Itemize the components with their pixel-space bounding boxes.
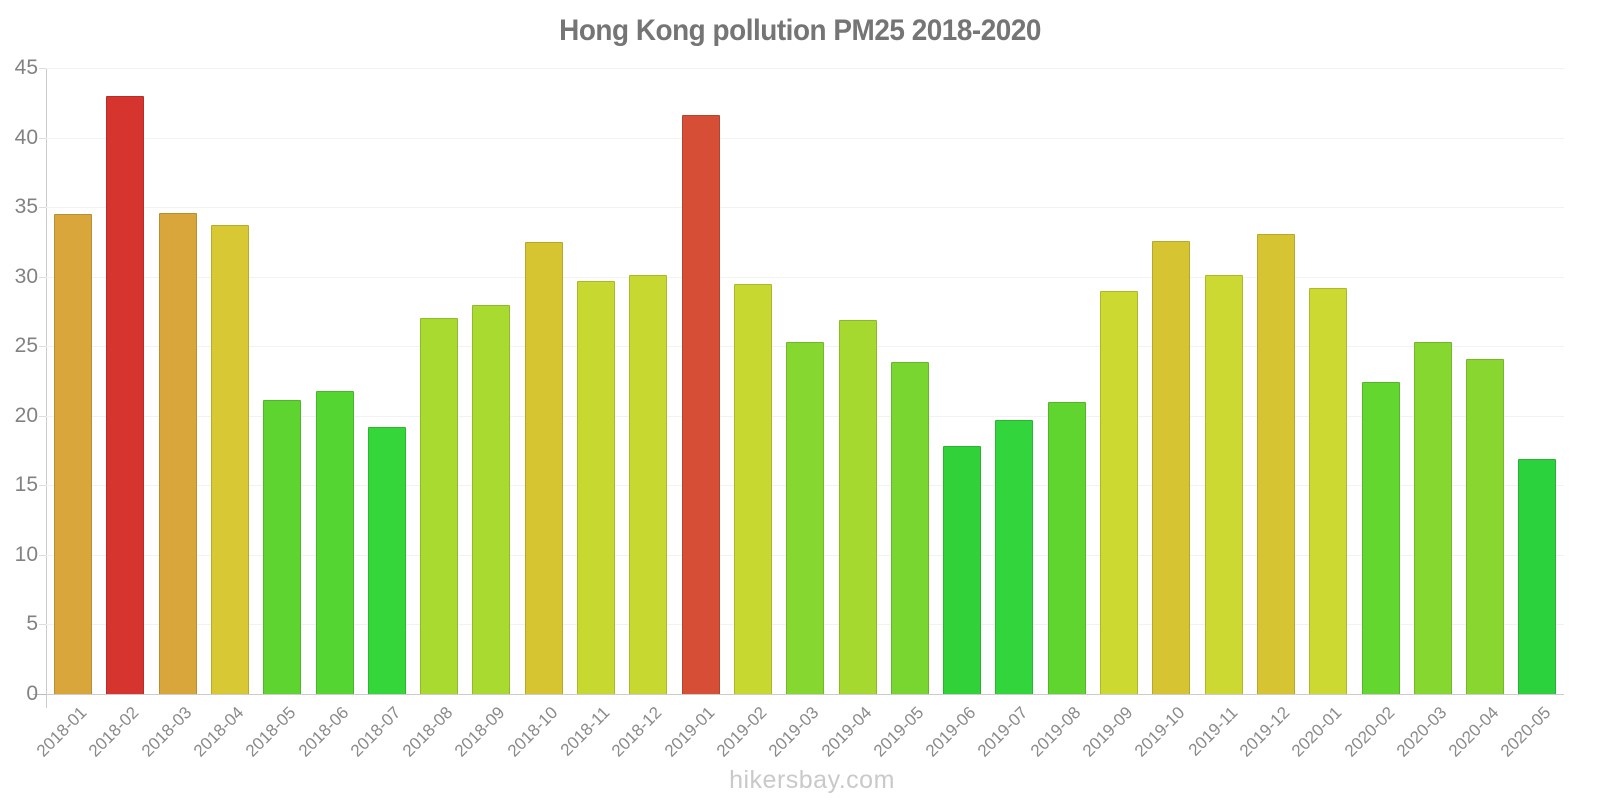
bar-2018-09 [472, 304, 511, 694]
x-axis-label-2019-03: 2019-03 [765, 703, 823, 761]
bar-2018-03 [158, 212, 197, 694]
chart-title: Hong Kong pollution PM25 2018-2020 [0, 14, 1600, 48]
x-axis-label-2020-03: 2020-03 [1392, 703, 1451, 761]
x-axis-label-2019-08: 2019-08 [1026, 703, 1085, 761]
y-axis-label-0: 0 [26, 682, 38, 705]
y-axis-tick-10 [39, 554, 46, 556]
chart-title-text: Hong Kong pollution PM25 2018-2020 [559, 14, 1041, 47]
bar-2018-07 [367, 426, 406, 694]
bar-2020-02 [1361, 382, 1400, 694]
x-axis-label-2019-11: 2019-11 [1184, 703, 1242, 760]
y-axis-tick-45 [39, 68, 46, 69]
x-axis-label-2018-09: 2018-09 [451, 703, 509, 761]
bar-2018-06 [315, 390, 354, 694]
x-axis-label-2018-03: 2018-03 [137, 703, 196, 761]
x-axis-label-2019-12: 2019-12 [1235, 703, 1294, 761]
bar-2020-01 [1309, 287, 1348, 694]
y-axis-label-25: 25 [14, 334, 38, 358]
y-axis-tick-5 [39, 624, 46, 626]
y-axis-tick-40 [39, 137, 46, 139]
x-axis-label-2018-05: 2018-05 [242, 703, 300, 761]
gridline-y-40 [46, 137, 1564, 139]
x-axis-label-2018-06: 2018-06 [294, 703, 352, 761]
x-axis-label-2019-02: 2019-02 [712, 703, 771, 761]
y-axis-tick-15 [39, 485, 46, 487]
gridline-y-30 [46, 276, 1564, 278]
bar-2019-07 [995, 419, 1034, 694]
x-axis-label-2018-11: 2018-11 [556, 703, 614, 760]
bar-2018-12 [629, 275, 668, 694]
bar-2019-10 [1152, 240, 1191, 694]
bar-2018-11 [577, 280, 615, 694]
x-axis-label-2020-05: 2020-05 [1497, 703, 1555, 761]
y-axis-label-15: 15 [14, 473, 38, 497]
x-axis-label-2018-02: 2018-02 [85, 703, 143, 761]
bar-2018-05 [263, 400, 302, 694]
x-axis-label-2019-07: 2019-07 [974, 703, 1032, 761]
bar-2019-11 [1204, 275, 1243, 694]
x-axis-label-2018-04: 2018-04 [189, 703, 248, 761]
x-axis-label-2018-10: 2018-10 [503, 703, 562, 761]
y-axis-tick-25 [39, 346, 46, 348]
bar-2019-03 [786, 342, 825, 694]
x-axis-label-2019-06: 2019-06 [921, 703, 980, 761]
y-axis-label-5: 5 [26, 612, 38, 636]
bar-2019-05 [890, 361, 929, 694]
bar-2020-03 [1413, 342, 1452, 694]
y-axis-tick-20 [39, 415, 46, 417]
x-axis-label-2019-01: 2019-01 [660, 703, 719, 761]
bar-2019-06 [943, 446, 982, 694]
bar-2019-09 [1100, 290, 1138, 694]
bar-2018-10 [524, 241, 563, 694]
bar-2020-05 [1518, 458, 1557, 694]
x-axis-label-2019-09: 2019-09 [1078, 703, 1137, 761]
bar-2018-02 [106, 95, 145, 694]
y-axis-label-30: 30 [14, 264, 38, 288]
x-axis-line [46, 694, 1564, 695]
bar-2019-08 [1047, 401, 1086, 694]
bar-2019-02 [733, 283, 772, 694]
bar-2019-01 [681, 115, 720, 694]
watermark: hikersbay.com [729, 766, 895, 794]
y-axis-line [46, 68, 47, 708]
x-axis-label-2019-04: 2019-04 [817, 703, 875, 761]
y-axis-label-20: 20 [14, 403, 38, 427]
y-axis-label-40: 40 [14, 125, 38, 149]
bar-2019-12 [1256, 233, 1295, 694]
x-axis-label-2019-10: 2019-10 [1131, 703, 1189, 761]
gridline-y-35 [46, 207, 1564, 209]
bar-2018-04 [210, 225, 249, 694]
x-axis-label-2018-08: 2018-08 [398, 703, 457, 761]
x-axis-label-2020-01: 2020-01 [1288, 703, 1346, 761]
bar-2020-04 [1466, 358, 1505, 694]
bar-2019-04 [838, 319, 877, 694]
x-axis-label-2020-02: 2020-02 [1340, 703, 1398, 761]
x-axis-label-2020-04: 2020-04 [1444, 703, 1503, 761]
x-axis-label-2019-05: 2019-05 [869, 703, 928, 761]
y-axis-label-45: 45 [14, 56, 38, 79]
x-axis-label-2018-01: 2018-01 [32, 703, 91, 761]
x-axis-label-2018-12: 2018-12 [608, 703, 666, 761]
y-axis-label-10: 10 [14, 542, 38, 566]
y-axis-tick-0 [33, 694, 46, 695]
x-axis-label-2018-07: 2018-07 [346, 703, 405, 761]
plot-area [46, 68, 1564, 694]
bar-2018-08 [420, 318, 459, 694]
bar-2018-01 [54, 214, 92, 694]
y-axis-label-35: 35 [14, 195, 38, 219]
gridline-y-45 [46, 68, 1564, 69]
y-axis-tick-35 [39, 207, 46, 209]
y-axis-tick-30 [39, 276, 46, 278]
